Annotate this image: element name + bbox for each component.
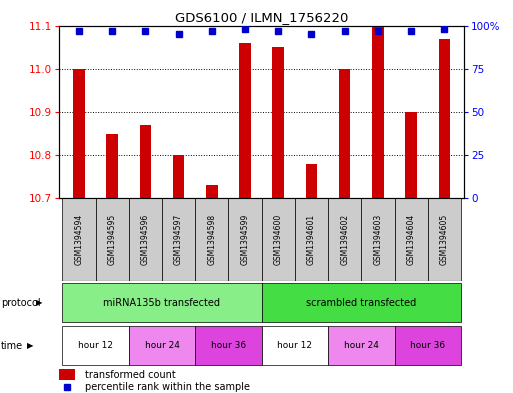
Bar	[439, 39, 450, 198]
Text: GSM1394605: GSM1394605	[440, 214, 449, 265]
FancyBboxPatch shape	[262, 198, 295, 281]
FancyBboxPatch shape	[394, 326, 461, 365]
Text: hour 12: hour 12	[78, 342, 113, 350]
FancyBboxPatch shape	[328, 198, 361, 281]
FancyBboxPatch shape	[262, 283, 461, 322]
FancyBboxPatch shape	[62, 283, 262, 322]
Text: hour 36: hour 36	[211, 342, 246, 350]
Text: ▶: ▶	[36, 298, 43, 307]
Text: GSM1394598: GSM1394598	[207, 214, 216, 265]
Text: miRNA135b transfected: miRNA135b transfected	[104, 298, 221, 308]
Text: time: time	[1, 341, 23, 351]
Text: GSM1394602: GSM1394602	[340, 214, 349, 265]
Text: GSM1394595: GSM1394595	[108, 214, 116, 265]
FancyBboxPatch shape	[361, 198, 394, 281]
Text: hour 24: hour 24	[145, 342, 180, 350]
FancyBboxPatch shape	[129, 326, 195, 365]
Bar	[73, 69, 85, 198]
Text: hour 24: hour 24	[344, 342, 379, 350]
Bar	[206, 185, 218, 198]
FancyBboxPatch shape	[295, 198, 328, 281]
Text: hour 12: hour 12	[278, 342, 312, 350]
Bar	[405, 112, 417, 198]
Text: GSM1394594: GSM1394594	[74, 214, 84, 265]
FancyBboxPatch shape	[95, 198, 129, 281]
FancyBboxPatch shape	[62, 326, 129, 365]
FancyBboxPatch shape	[262, 326, 328, 365]
Bar	[140, 125, 151, 198]
FancyBboxPatch shape	[162, 198, 195, 281]
Text: GSM1394596: GSM1394596	[141, 214, 150, 265]
Bar	[372, 13, 384, 198]
FancyBboxPatch shape	[428, 198, 461, 281]
Bar	[306, 164, 317, 198]
Title: GDS6100 / ILMN_1756220: GDS6100 / ILMN_1756220	[175, 11, 348, 24]
Text: hour 36: hour 36	[410, 342, 445, 350]
Bar	[272, 47, 284, 198]
Bar	[59, 369, 75, 380]
Text: percentile rank within the sample: percentile rank within the sample	[85, 382, 250, 392]
FancyBboxPatch shape	[394, 198, 428, 281]
Text: GSM1394603: GSM1394603	[373, 214, 382, 265]
FancyBboxPatch shape	[62, 198, 95, 281]
FancyBboxPatch shape	[195, 326, 262, 365]
FancyBboxPatch shape	[195, 198, 228, 281]
Text: ▶: ▶	[27, 342, 34, 350]
FancyBboxPatch shape	[129, 198, 162, 281]
Bar	[106, 134, 118, 198]
Text: GSM1394600: GSM1394600	[274, 214, 283, 265]
FancyBboxPatch shape	[228, 198, 262, 281]
FancyBboxPatch shape	[328, 326, 394, 365]
Bar	[339, 69, 350, 198]
Text: scrambled transfected: scrambled transfected	[306, 298, 417, 308]
Text: transformed count: transformed count	[85, 369, 176, 380]
Text: GSM1394599: GSM1394599	[241, 214, 249, 265]
Text: GSM1394604: GSM1394604	[407, 214, 416, 265]
Text: GSM1394601: GSM1394601	[307, 214, 316, 265]
Text: GSM1394597: GSM1394597	[174, 214, 183, 265]
Bar	[173, 155, 184, 198]
Bar	[239, 43, 251, 198]
Text: protocol: protocol	[1, 298, 41, 308]
